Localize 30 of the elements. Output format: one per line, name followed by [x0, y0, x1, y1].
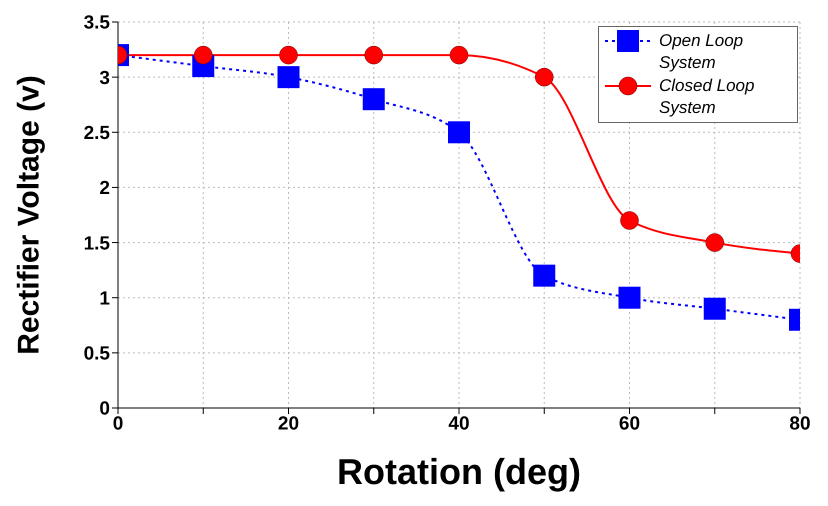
y-axis-title: Rectifier Voltage (v) [12, 75, 46, 355]
point [279, 46, 298, 64]
x-tick-label: 80 [789, 413, 811, 434]
point [704, 298, 726, 320]
y-tick-label: 2.5 [84, 123, 110, 144]
point [194, 46, 212, 64]
y-tick-label: 0 [99, 398, 110, 420]
point [618, 286, 640, 309]
point [450, 46, 468, 64]
point [278, 66, 300, 88]
point [364, 46, 383, 64]
point [362, 88, 385, 110]
x-axis-title: Rotation (deg) [337, 451, 581, 492]
y-tick-label: 1 [99, 288, 110, 310]
y-tick-label: 0.5 [84, 344, 110, 365]
y-tick-label: 2 [99, 178, 110, 200]
x-tick-label: 0 [112, 413, 124, 434]
point [533, 264, 556, 287]
point [620, 211, 639, 230]
legend-label: Closed Loop System [659, 75, 756, 119]
legend-label: Open Loop System [659, 30, 744, 74]
point [706, 233, 724, 252]
point [448, 121, 470, 144]
y-tick-label: 3 [99, 68, 110, 89]
point [535, 68, 554, 86]
x-tick-label: 40 [448, 413, 470, 434]
y-tick-label: 1.5 [84, 233, 110, 254]
x-tick-label: 60 [618, 413, 640, 434]
y-tick-label: 3.5 [84, 12, 110, 34]
x-tick-label: 20 [278, 413, 300, 434]
